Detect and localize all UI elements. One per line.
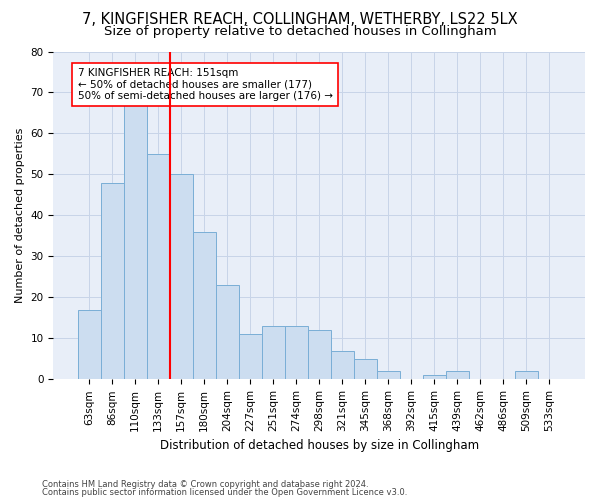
Bar [354, 359, 377, 380]
Y-axis label: Number of detached properties: Number of detached properties [15, 128, 25, 303]
Text: Size of property relative to detached houses in Collingham: Size of property relative to detached ho… [104, 25, 496, 38]
Text: Contains HM Land Registry data © Crown copyright and database right 2024.: Contains HM Land Registry data © Crown c… [42, 480, 368, 489]
Bar [284, 326, 308, 380]
Bar [124, 105, 146, 380]
X-axis label: Distribution of detached houses by size in Collingham: Distribution of detached houses by size … [160, 440, 479, 452]
Bar [423, 375, 446, 380]
Bar [215, 285, 239, 380]
Bar [515, 371, 538, 380]
Text: Contains public sector information licensed under the Open Government Licence v3: Contains public sector information licen… [42, 488, 407, 497]
Bar [308, 330, 331, 380]
Bar [77, 310, 101, 380]
Bar [170, 174, 193, 380]
Bar [146, 154, 170, 380]
Bar [331, 350, 354, 380]
Text: 7, KINGFISHER REACH, COLLINGHAM, WETHERBY, LS22 5LX: 7, KINGFISHER REACH, COLLINGHAM, WETHERB… [82, 12, 518, 28]
Bar [239, 334, 262, 380]
Bar [377, 371, 400, 380]
Bar [262, 326, 284, 380]
Bar [193, 232, 215, 380]
Text: 7 KINGFISHER REACH: 151sqm
← 50% of detached houses are smaller (177)
50% of sem: 7 KINGFISHER REACH: 151sqm ← 50% of deta… [77, 68, 332, 101]
Bar [446, 371, 469, 380]
Bar [101, 182, 124, 380]
